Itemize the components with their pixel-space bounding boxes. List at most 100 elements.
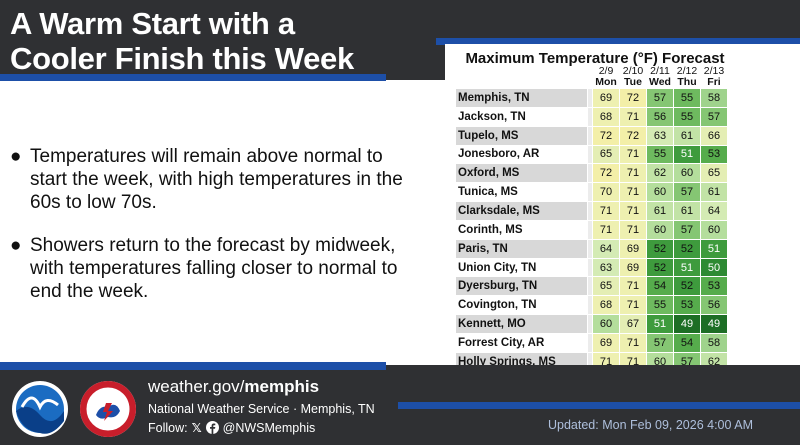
header-accent-bar — [0, 74, 386, 81]
table-row: Clarksdale, MS 71 71 61 61 64 — [455, 201, 728, 221]
table-title: Maximum Temperature (°F) Forecast — [465, 50, 725, 67]
temperature-cell: 49 — [673, 314, 701, 334]
temperature-cell: 61 — [646, 201, 674, 221]
table-row: Tupelo, MS 72 72 63 61 66 — [455, 125, 728, 146]
city-cell: Tunica, MS — [455, 182, 588, 203]
temperature-cell: 69 — [592, 332, 620, 353]
table-row: Jackson, TN 68 71 56 55 57 — [455, 106, 728, 127]
organization-label: National Weather Service · Memphis, TN — [148, 402, 375, 416]
temperature-cell: 72 — [592, 163, 620, 184]
follow-label: Follow: — [148, 420, 188, 435]
header-day: 2/12 Thu — [676, 65, 698, 88]
table-header-row: 2/9 Mon 2/10 Tue 2/11 Wed 2/12 Thu 2/13 Fri — [456, 66, 728, 89]
city-cell: Union City, TN — [455, 257, 588, 278]
temperature-cell: 52 — [646, 257, 674, 278]
city-cell: Covington, TN — [455, 295, 588, 316]
city-cell: Corinth, MS — [455, 219, 588, 240]
city-cell: Oxford, MS — [455, 163, 588, 184]
city-cell: Tupelo, MS — [455, 125, 588, 146]
temperature-cell: 67 — [619, 314, 647, 334]
page-title: A Warm Start with a Cooler Finish this W… — [10, 6, 354, 76]
temperature-cell: 63 — [646, 125, 674, 146]
temperature-cell: 51 — [673, 257, 701, 278]
temperature-cell: 72 — [619, 125, 647, 146]
footer-accent-bar-right — [398, 402, 800, 409]
temperature-cell: 62 — [646, 163, 674, 184]
temperature-cell: 65 — [700, 163, 728, 184]
temperature-cell: 71 — [619, 163, 647, 184]
temperature-cell: 58 — [700, 88, 728, 108]
table-body: Memphis, TN 69 72 57 55 58 Jackson, TN 68 71 56 55… — [455, 88, 728, 391]
city-cell: Dyersburg, TN — [455, 276, 588, 297]
temperature-cell: 60 — [646, 182, 674, 203]
table-row: Corinth, MS 71 71 60 57 60 — [455, 219, 728, 240]
title-line-1: A Warm Start with a — [10, 6, 295, 41]
temperature-cell: 51 — [673, 144, 701, 165]
temperature-cell: 71 — [619, 332, 647, 353]
social-follow: Follow: 𝕏 @NWSMemphis — [148, 420, 316, 436]
header-day: 2/9 Mon — [595, 65, 617, 88]
temperature-cell: 61 — [700, 182, 728, 203]
temperature-cell: 58 — [700, 332, 728, 353]
header-day: 2/13 Fri — [703, 65, 725, 88]
noaa-logo-icon — [12, 381, 68, 437]
bullet-item: ● Showers return to the forecast by midwe… — [10, 235, 398, 302]
temperature-cell: 69 — [619, 257, 647, 278]
temperature-cell: 63 — [592, 257, 620, 278]
temperature-cell: 68 — [592, 106, 620, 127]
updated-timestamp: Updated: Mon Feb 09, 2026 4:00 AM — [548, 418, 753, 432]
temperature-cell: 52 — [673, 276, 701, 297]
nws-logo-icon — [80, 381, 136, 437]
temperature-cell: 57 — [673, 219, 701, 240]
forecast-table-panel: Maximum Temperature (°F) Forecast 2/9 Mon… — [445, 44, 800, 399]
header-corner — [456, 66, 588, 89]
city-cell: Forrest City, AR — [455, 332, 588, 353]
table-row: Tunica, MS 70 71 60 57 61 — [455, 182, 728, 203]
facebook-icon[interactable] — [205, 421, 219, 434]
temperature-cell: 51 — [700, 238, 728, 259]
temperature-cell: 71 — [619, 276, 647, 297]
temperature-cell: 64 — [700, 201, 728, 221]
table-row: Dyersburg, TN 65 71 54 52 53 — [455, 276, 728, 297]
temperature-cell: 54 — [673, 332, 701, 353]
forecast-table: 2/9 Mon 2/10 Tue 2/11 Wed 2/12 Thu 2/13 Fri M… — [455, 66, 728, 391]
table-row: Oxford, MS 72 71 62 60 65 — [455, 163, 728, 184]
temperature-cell: 60 — [673, 163, 701, 184]
bullet-item: ● Temperatures will remain above normal t… — [10, 146, 403, 213]
table-row: Jonesboro, AR 65 71 55 51 53 — [455, 144, 728, 165]
temperature-cell: 55 — [673, 106, 701, 127]
temperature-cell: 53 — [700, 144, 728, 165]
temperature-cell: 55 — [646, 144, 674, 165]
social-handle[interactable]: @NWSMemphis — [222, 420, 316, 435]
city-cell: Clarksdale, MS — [455, 201, 588, 221]
temperature-cell: 70 — [592, 182, 620, 203]
temperature-cell: 57 — [700, 106, 728, 127]
temperature-cell: 51 — [646, 314, 674, 334]
temperature-cell: 53 — [673, 295, 701, 316]
bullet-dot-icon: ● — [10, 146, 22, 167]
table-row: Kennett, MO 60 67 51 49 49 — [455, 314, 728, 334]
temperature-cell: 69 — [592, 88, 620, 108]
header-accent-bar-right — [436, 38, 800, 45]
temperature-cell: 60 — [592, 314, 620, 334]
city-cell: Kennett, MO — [455, 314, 588, 334]
bullet-dot-icon: ● — [10, 235, 22, 256]
temperature-cell: 55 — [646, 295, 674, 316]
temperature-cell: 71 — [592, 219, 620, 240]
temperature-cell: 65 — [592, 276, 620, 297]
temperature-cell: 61 — [673, 201, 701, 221]
temperature-cell: 57 — [646, 88, 674, 108]
website-link[interactable]: weather.gov/memphis — [148, 377, 320, 396]
temperature-cell: 55 — [673, 88, 701, 108]
header-day: 2/10 Tue — [622, 65, 644, 88]
temperature-cell: 72 — [619, 88, 647, 108]
x-logo-icon[interactable]: 𝕏 — [191, 421, 202, 435]
temperature-cell: 52 — [646, 238, 674, 259]
temperature-cell: 71 — [619, 144, 647, 165]
table-row: Covington, TN 68 71 55 53 56 — [455, 295, 728, 316]
bullet-list: ● Temperatures will remain above normal t… — [10, 145, 410, 323]
temperature-cell: 52 — [673, 238, 701, 259]
temperature-cell: 54 — [646, 276, 674, 297]
city-cell: Paris, TN — [455, 238, 588, 259]
city-cell: Jonesboro, AR — [455, 144, 588, 165]
